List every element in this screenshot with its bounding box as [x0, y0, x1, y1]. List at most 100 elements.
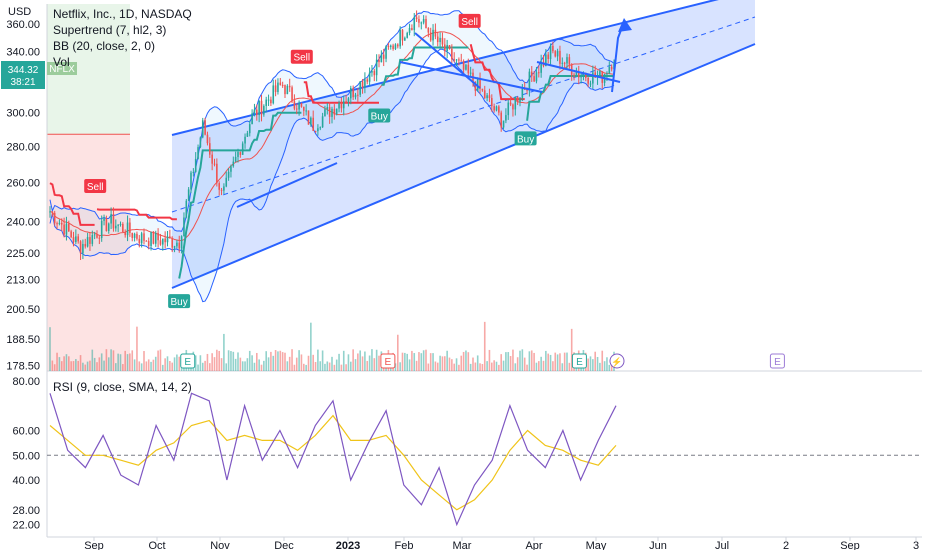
rsi-legend[interactable]: RSI (9, close, SMA, 14, 2) — [53, 380, 192, 394]
candle-body — [366, 79, 369, 82]
volume-bar — [131, 350, 134, 371]
candle — [488, 88, 491, 103]
candle — [91, 230, 94, 247]
candle — [117, 224, 119, 233]
candle-body — [82, 243, 84, 254]
candle — [371, 65, 373, 77]
legend-vol[interactable]: Vol — [53, 55, 70, 69]
candle — [444, 38, 446, 57]
candle — [131, 232, 134, 242]
candle-body — [251, 113, 253, 125]
x-tick-label: Dec — [274, 540, 294, 550]
candle — [319, 126, 322, 131]
volume-bar — [427, 363, 430, 371]
candle-body — [176, 242, 178, 247]
candle — [82, 239, 84, 260]
rsi-tick-label: 40.00 — [12, 475, 40, 487]
candle-body — [91, 235, 94, 244]
candle — [60, 218, 63, 232]
volume-bar — [307, 355, 310, 371]
candle-body — [89, 237, 91, 244]
candle — [248, 120, 251, 137]
candle — [439, 32, 441, 49]
candle-body — [364, 79, 366, 88]
candle — [190, 170, 192, 194]
candle-body — [246, 133, 249, 137]
x-tick-label: 2 — [783, 540, 789, 550]
candle-body — [307, 110, 310, 125]
candle-body — [267, 99, 270, 101]
candle — [154, 230, 157, 247]
candle-body — [411, 28, 413, 30]
candle — [498, 105, 500, 116]
candle — [119, 221, 122, 227]
x-tick-label: 3 — [913, 540, 919, 550]
legend-bb[interactable]: BB (20, close, 2, 0) — [53, 39, 156, 53]
candle — [152, 231, 155, 245]
candle — [234, 151, 237, 163]
volume-bar — [110, 349, 112, 371]
candle — [201, 117, 204, 139]
volume-bar — [354, 359, 357, 371]
candle-body — [58, 222, 61, 224]
candle — [105, 215, 108, 232]
signal-label: Buy — [171, 297, 188, 308]
volume-bar — [422, 350, 425, 371]
volume-bar — [303, 363, 305, 371]
candle — [556, 48, 559, 62]
candle-body — [157, 233, 159, 241]
candle-body — [498, 106, 500, 113]
volume-bar — [493, 360, 495, 371]
candle-body — [380, 54, 383, 63]
candle-body — [279, 82, 282, 85]
candle — [115, 219, 117, 232]
volume-bar — [408, 359, 411, 371]
candle-body — [507, 102, 510, 116]
candle — [406, 31, 408, 39]
volume-bar — [79, 355, 82, 371]
rsi-tick-label: 60.00 — [12, 425, 40, 437]
volume-bar — [425, 349, 427, 371]
volume-bar — [251, 355, 253, 371]
candle-body — [453, 59, 455, 61]
volume-bar — [166, 356, 169, 371]
projection-arrowhead — [618, 18, 632, 32]
legend-supertrend[interactable]: Supertrend (7, hl2, 3) — [53, 23, 167, 37]
candle-body — [291, 87, 293, 102]
candle — [580, 72, 582, 84]
candle-body — [368, 72, 371, 82]
candle-body — [552, 45, 554, 52]
volume-bar — [533, 352, 535, 371]
candle — [192, 168, 195, 177]
candle — [357, 88, 359, 102]
volume-bar — [495, 361, 498, 371]
candle-body — [281, 84, 284, 86]
rsi-tick-label: 28.00 — [12, 505, 40, 517]
volume-bar — [561, 363, 564, 371]
candle-body — [441, 37, 444, 45]
volume-bar — [147, 359, 150, 371]
volume-bar — [481, 363, 484, 371]
candle — [288, 78, 291, 92]
candle-body — [350, 87, 352, 99]
y-tick-label: 280.00 — [6, 141, 40, 153]
candle-body — [592, 72, 594, 84]
candle-body — [460, 60, 463, 62]
volume-bar — [540, 356, 542, 371]
volume-bar — [239, 357, 242, 371]
signal-box — [514, 131, 537, 146]
volume-bar — [164, 358, 166, 371]
candle — [516, 96, 519, 106]
volume-bar — [115, 363, 117, 371]
candle — [382, 48, 385, 67]
candle — [194, 152, 197, 173]
candle-body — [399, 29, 401, 47]
candle-body — [105, 218, 108, 231]
candle-body — [549, 45, 552, 60]
candle-body — [115, 225, 117, 229]
candle-body — [234, 156, 237, 162]
candle-body — [415, 17, 418, 20]
